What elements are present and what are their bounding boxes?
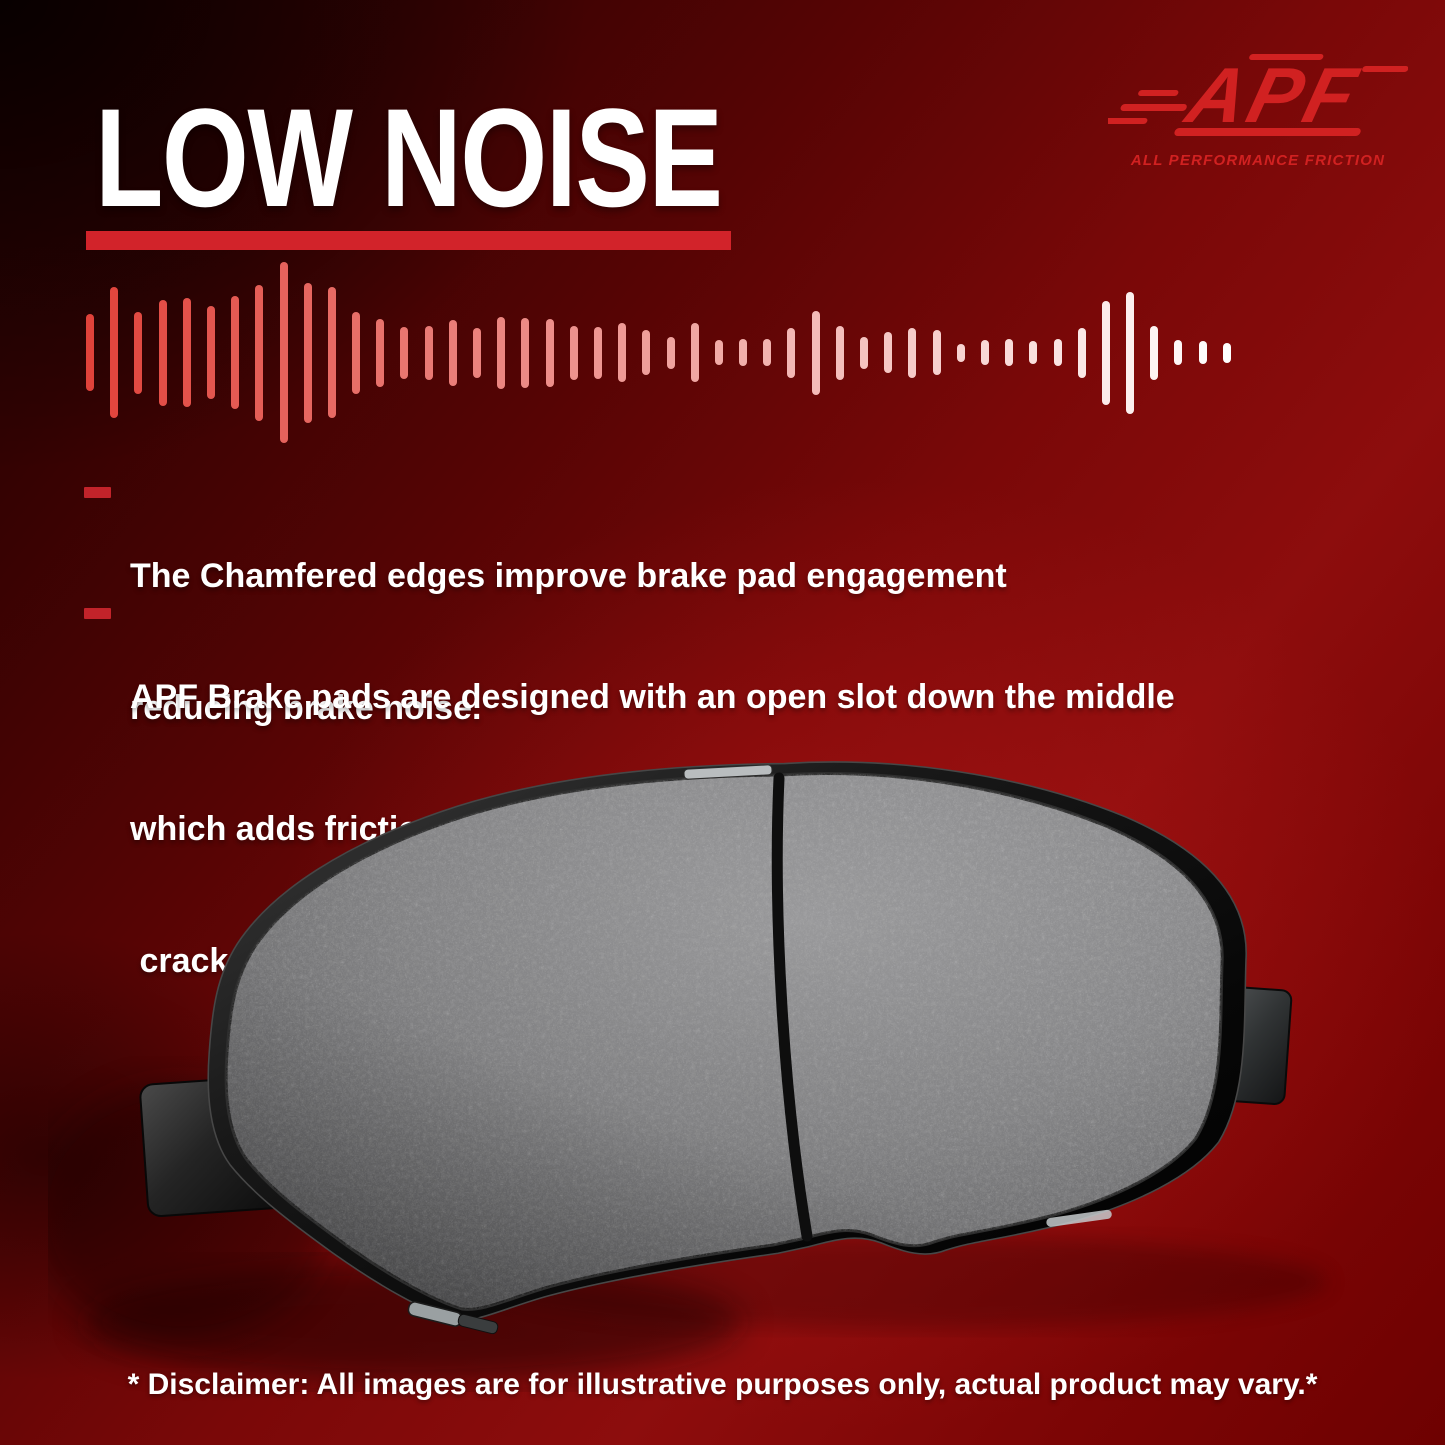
waveform-bar [1174, 340, 1183, 365]
waveform-bar [400, 326, 409, 379]
waveform-bar [327, 287, 336, 418]
waveform-bar [666, 336, 675, 369]
waveform-bar [376, 318, 385, 387]
waveform-bar [86, 314, 94, 391]
waveform-bar [642, 330, 651, 375]
waveform-bar [1053, 339, 1062, 366]
pad-shim-clip [683, 764, 773, 780]
logo-streak-icon [1103, 118, 1148, 124]
waveform-bar [1101, 300, 1110, 405]
waveform-bar [618, 323, 627, 382]
brake-pad-graphic [33, 761, 1328, 1380]
bullet-line: reducing brake noise. [130, 689, 482, 727]
waveform-bar [860, 336, 868, 369]
pad-bottom-clip [1046, 1209, 1112, 1227]
bullet-marker [84, 487, 111, 498]
waveform-bar [352, 311, 361, 394]
waveform-bar [1077, 327, 1086, 378]
logo-streak-icon [1120, 104, 1187, 111]
waveform-bar [497, 316, 506, 389]
waveform-bar [473, 327, 481, 378]
waveform-bar [811, 310, 820, 395]
bullet-line: The Chamfered edges improve brake pad en… [130, 557, 1007, 595]
apf-logo: APF ALL PERFORMANCE FRICTION [1103, 46, 1409, 169]
waveform-bar [206, 306, 215, 399]
waveform-bar [1222, 342, 1231, 363]
waveform-bar [545, 318, 554, 387]
apf-logo-icon: APF [1103, 51, 1409, 139]
logo-tagline: ALL PERFORMANCE FRICTION [1130, 152, 1386, 169]
waveform-bar [1029, 341, 1038, 364]
brake-pad-image [33, 732, 1408, 1392]
waveform-bar [1126, 291, 1135, 414]
waveform-bar [884, 332, 893, 373]
waveform-bar [690, 323, 699, 382]
logo-brand-text: APF [1177, 51, 1369, 139]
waveform-bar [956, 343, 965, 362]
pad-bottom-clip [457, 1313, 499, 1335]
waveform-bar [1150, 325, 1159, 380]
waveform-bar [835, 325, 844, 380]
logo-streak-icon [1362, 66, 1409, 72]
waveform-bar [739, 339, 748, 366]
waveform-bar [908, 327, 917, 378]
waveform-bar [303, 282, 312, 423]
logo-swoosh-icon [1174, 128, 1361, 136]
waveform-bar [158, 299, 167, 406]
waveform-bar [182, 298, 191, 407]
sound-waveform [86, 261, 1231, 444]
waveform-bar [279, 262, 288, 443]
waveform-bar [448, 319, 457, 386]
waveform-bar [1005, 339, 1014, 366]
waveform-bar [134, 311, 143, 394]
logo-streak-icon [1249, 54, 1324, 60]
disclaimer-text: * Disclaimer: All images are for illustr… [127, 1368, 1318, 1401]
waveform-bar [424, 325, 433, 380]
waveform-bar [787, 327, 796, 378]
page-title: LOW NOISE [95, 79, 723, 236]
waveform-bar [110, 287, 119, 418]
waveform-bar [593, 326, 602, 379]
pad-center-slot [771, 772, 813, 1242]
bullet-line: APF Brake pads are designed with an open… [130, 678, 1175, 716]
waveform-bar [763, 339, 772, 366]
bullet-marker [84, 608, 111, 619]
waveform-bar [255, 284, 264, 421]
waveform-bar [231, 296, 240, 409]
waveform-bar [1198, 341, 1207, 364]
waveform-bar [714, 340, 723, 365]
pad-shading [226, 773, 1223, 1310]
waveform-bar [569, 325, 578, 380]
waveform-bar [932, 330, 941, 375]
waveform-bar [980, 340, 989, 365]
feature-bullet-chamfered: The Chamfered edges improve brake pad en… [84, 466, 1007, 818]
title-underline [86, 231, 731, 250]
logo-streak-icon [1138, 90, 1179, 96]
waveform-bar [521, 317, 530, 388]
bullet-text: The Chamfered edges improve brake pad en… [130, 466, 1007, 818]
